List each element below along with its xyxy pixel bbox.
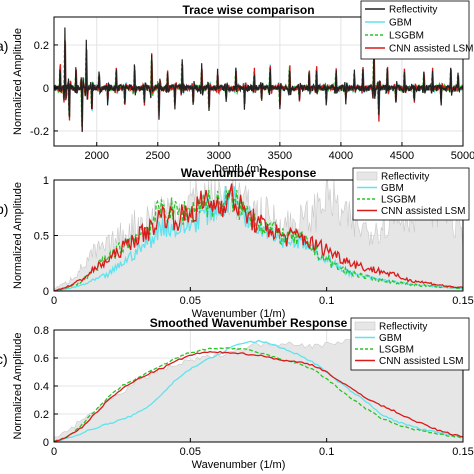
legend-label: GBM	[381, 183, 404, 194]
y-tick-label: 0.2	[34, 409, 49, 421]
legend-swatch	[354, 321, 376, 331]
x-tick-label: 2000	[84, 150, 108, 162]
y-tick-label: 0.5	[34, 231, 49, 243]
series-line-lsgbm	[54, 347, 463, 442]
x-ticks: 0 0.05 0.1 0.15	[51, 287, 474, 307]
chart-title: Wavenumber Response	[181, 166, 317, 180]
plot-area	[54, 27, 463, 132]
x-tick-label: 4000	[329, 150, 353, 162]
x-tick-label: 3500	[268, 150, 292, 162]
y-tick-label: 0.8	[34, 325, 49, 337]
panel-3: 0 0.05 0.1 0.15 0 0.2 0.4 0.6 0.8 Smoothed Wavenu…	[0, 316, 474, 471]
panel-label: a)	[0, 38, 8, 54]
legend-item: GBM	[365, 18, 412, 29]
legend-item: CNN assisted LSM	[357, 206, 465, 217]
legend-item: LSGBM	[357, 195, 416, 206]
legend-item: Reflectivity	[354, 321, 427, 333]
legend-swatch	[356, 171, 378, 181]
plot-area	[54, 180, 463, 291]
legend-label: Reflectivity	[389, 5, 437, 16]
x-tick-label: 0.15	[452, 295, 473, 307]
axes-frame	[53, 16, 464, 147]
y-tick-label: 0.2	[34, 40, 49, 52]
legend-label: CNN assisted LSM	[381, 206, 465, 217]
x-tick-label: 0.05	[180, 446, 201, 458]
panel-label: c)	[0, 351, 8, 367]
series-line-reflectivity	[54, 27, 463, 132]
y-ticks: -0.2 0 0.2	[30, 40, 58, 138]
x-tick-label: 0	[51, 446, 57, 458]
series-line-cnn-assisted-lsm	[54, 350, 463, 442]
series-line-cnn-assisted-lsm	[54, 183, 463, 291]
legend-label: LSGBM	[379, 345, 414, 356]
legend-label: LSGBM	[381, 195, 416, 206]
legend-label: GBM	[379, 333, 402, 344]
panel-1: 2000 2500 3000 3500 4000 4500 5000 -0.2 0 0.2 Trac…	[0, 0, 474, 175]
x-tick-label: 2500	[146, 150, 170, 162]
legend-label: GBM	[389, 18, 412, 29]
y-tick-label: 0.6	[34, 353, 49, 365]
y-tick-label: -0.2	[30, 126, 49, 138]
y-tick-label: 0	[43, 83, 49, 95]
legend-label: Reflectivity	[381, 172, 429, 183]
x-axis-label: Wavenumber (1/m)	[192, 459, 286, 471]
legend-item: CNN assisted LSM	[355, 356, 463, 367]
series-line-gbm	[54, 339, 463, 442]
legend-box	[360, 0, 470, 60]
legend-item: GBM	[357, 183, 404, 194]
x-tick-label: 0	[51, 295, 57, 307]
x-tick-label: 0.1	[319, 295, 334, 307]
x-tick-label: 3000	[207, 150, 231, 162]
y-ticks: 0 0.2 0.4 0.6 0.8	[34, 325, 58, 449]
chart-title: Trace wise comparison	[182, 3, 314, 17]
legend-item: GBM	[355, 333, 402, 344]
legend-item: Reflectivity	[365, 5, 437, 16]
legend: Reflectivity GBM LSGBM CNN assisted LSM	[360, 0, 473, 60]
legend-item: CNN assisted LSM	[365, 44, 473, 55]
y-axis-label: Normalized Amplitude	[12, 333, 24, 440]
legend-label: Reflectivity	[379, 322, 427, 333]
x-ticks: 0 0.05 0.1 0.15	[51, 438, 474, 458]
legend-label: CNN assisted LSM	[389, 44, 473, 55]
y-ticks: 00.51	[34, 175, 58, 298]
legend-label: CNN assisted LSM	[379, 356, 463, 367]
x-tick-label: 4500	[390, 150, 414, 162]
legend-item: LSGBM	[365, 31, 424, 42]
y-axis-label: Normalized Amplitude	[12, 28, 24, 135]
y-tick-label: 0.4	[34, 381, 49, 393]
legend-item: Reflectivity	[356, 171, 429, 183]
chart-title: Smoothed Wavenumber Response	[150, 316, 348, 330]
legend-item: LSGBM	[355, 345, 414, 356]
series-line-gbm	[54, 185, 463, 291]
y-tick-label: 0	[43, 437, 49, 449]
y-tick-label: 0	[43, 286, 49, 298]
x-tick-label: 0.05	[180, 295, 201, 307]
x-tick-label: 0.15	[452, 446, 473, 458]
y-tick-label: 1	[43, 175, 49, 187]
x-tick-label: 5000	[451, 150, 474, 162]
x-ticks: 2000 2500 3000 3500 4000 4500 5000	[84, 142, 474, 162]
x-axis-label: Depth (m)	[214, 163, 263, 175]
x-tick-label: 0.1	[319, 446, 334, 458]
panel-label: b)	[0, 201, 8, 217]
x-axis-label: Wavenumber (1/m)	[192, 308, 286, 320]
y-axis-label: Normalized Amplitude	[12, 182, 24, 289]
legend-label: LSGBM	[389, 31, 424, 42]
